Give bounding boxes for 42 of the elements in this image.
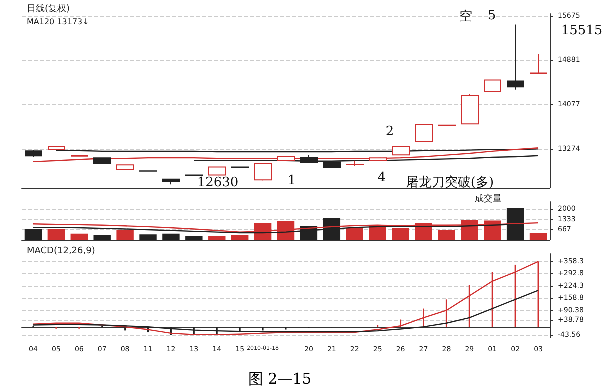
candlestick (208, 166, 226, 176)
bar (94, 235, 111, 240)
candlestick (346, 160, 364, 167)
annotation: 4 (378, 170, 386, 186)
bar (48, 229, 66, 240)
bar (70, 234, 88, 240)
annotation: 12630 (197, 176, 239, 190)
bar (186, 236, 203, 240)
line-series (32, 290, 540, 333)
candlestick (162, 178, 180, 186)
bar (116, 230, 134, 240)
annotation: 2 (386, 124, 394, 140)
candlestick (254, 162, 272, 182)
candlestick (25, 150, 42, 158)
candlestick (484, 79, 501, 93)
candlestick (415, 124, 433, 143)
chart-title: 日线(复权) (27, 4, 70, 14)
candlestick (48, 146, 65, 150)
chart-title: 成交量 (475, 194, 502, 204)
chart-subtitle: MA120 13173↓ (27, 18, 90, 26)
bar (392, 228, 410, 240)
annotation: 1 (288, 174, 296, 188)
candlestick (116, 164, 134, 171)
annotation: 屠龙刀突破(多) (406, 176, 494, 190)
annotation: 空 (460, 10, 472, 24)
candlestick (461, 94, 479, 126)
candlestick (93, 157, 111, 165)
line-series (32, 261, 540, 336)
line-series (32, 148, 540, 163)
caption: 图 2—15 (247, 370, 313, 388)
text: 15515 (561, 24, 603, 38)
bar (140, 234, 157, 240)
annotation: 5 (488, 8, 496, 24)
bar (231, 235, 249, 240)
bar (208, 236, 226, 240)
bar (438, 230, 456, 240)
chart-title: MACD(12,26,9) (27, 246, 96, 256)
candlestick (71, 154, 88, 158)
candlestick (530, 54, 547, 75)
candlestick (507, 24, 524, 90)
bar (530, 233, 548, 240)
bar (162, 234, 180, 240)
